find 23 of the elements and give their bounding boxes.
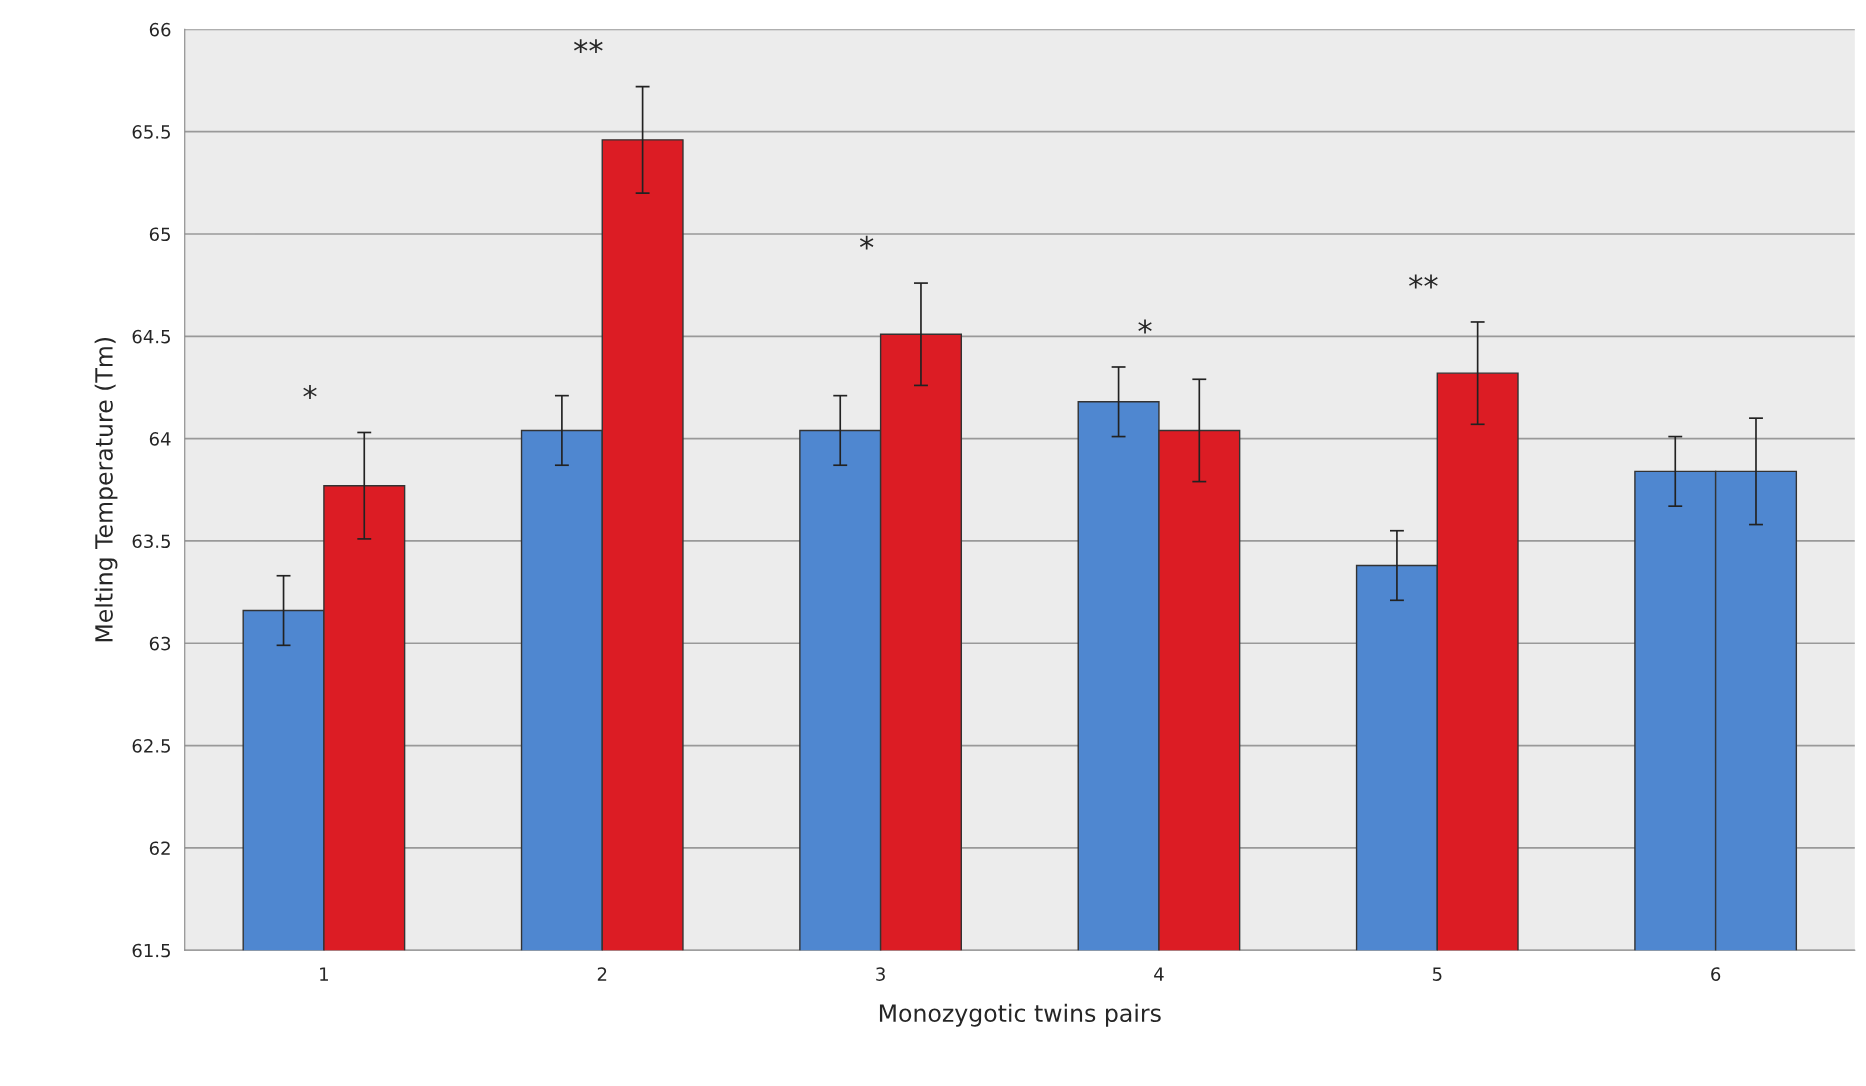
x-tick-label: 1 <box>320 967 328 981</box>
y-tick-label: 65 <box>149 227 170 242</box>
annotation: ** <box>1409 274 1438 289</box>
annotation: * <box>1138 319 1152 334</box>
x-tick-label: 3 <box>876 967 885 981</box>
y-tick-label: 62.5 <box>132 739 170 753</box>
y-axis-title: Melting Temperature (Tm) <box>94 338 118 642</box>
y-tick-label: 61.5 <box>132 943 170 958</box>
annotation: * <box>303 385 317 399</box>
x-tick-label: 2 <box>597 967 607 981</box>
y-tick-label: 65.5 <box>132 125 170 139</box>
y-tick-label: 64 <box>149 432 171 446</box>
y-tick-label: 64.5 <box>132 329 170 344</box>
y-tick-label: 63 <box>149 636 171 651</box>
x-tick-label: 5 <box>1432 967 1442 981</box>
x-tick-label: 4 <box>1154 967 1164 981</box>
annotation: * <box>859 235 874 250</box>
annotation: ** <box>573 39 603 54</box>
x-tick-label: 6 <box>1711 967 1721 981</box>
x-axis-title: Monozygotic twins pairs <box>879 1003 1161 1027</box>
y-tick-label: 66 <box>149 22 171 37</box>
y-tick-label: 62 <box>149 841 170 856</box>
y-tick-label: 63.5 <box>132 534 170 549</box>
